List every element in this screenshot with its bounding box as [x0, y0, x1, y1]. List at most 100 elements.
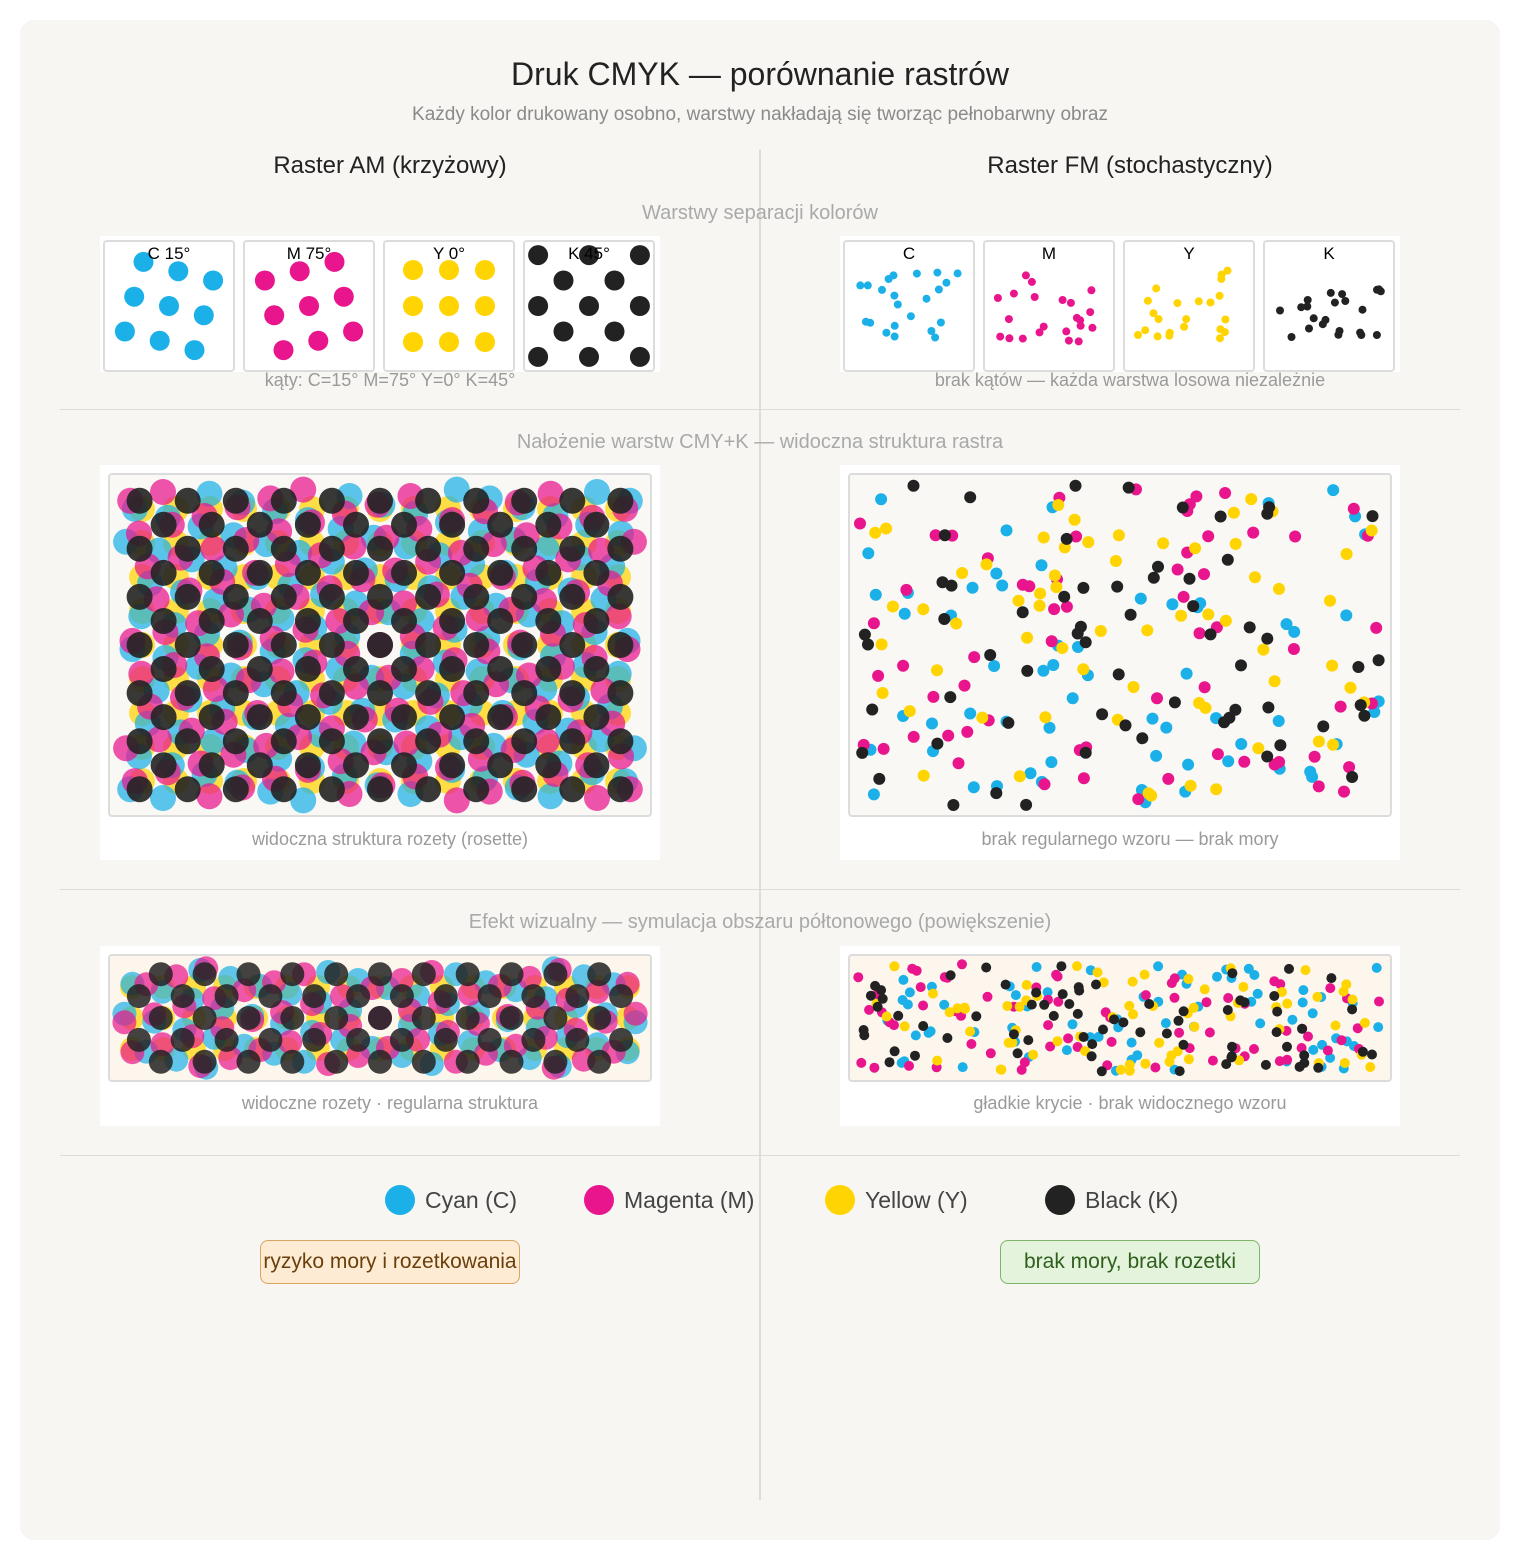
- black-overlay-dot: [126, 583, 153, 610]
- fm-overlay-panel: [840, 465, 1400, 860]
- black-overlay-dot: [318, 487, 345, 514]
- black-overlay-dot: [535, 511, 562, 538]
- black-overlay-dot: [1187, 600, 1200, 613]
- yellow-overlay-dot: [875, 638, 888, 651]
- magenta-overlay-dot: [1308, 750, 1321, 763]
- black-overlay-dot: [607, 583, 634, 610]
- magenta-overlay-dot: [897, 659, 910, 672]
- am-visual-caption: widoczne rozety · regularna struktura: [241, 1093, 539, 1113]
- black-visual-dot: [1367, 1049, 1377, 1060]
- black-overlay-dot: [246, 752, 273, 779]
- magenta-visual-dot: [1207, 1055, 1218, 1066]
- black-visual-dot: [192, 1006, 217, 1030]
- black-overlay-dot: [367, 680, 393, 707]
- magenta-overlay-dot: [531, 588, 558, 614]
- magenta-visual-dot: [150, 1032, 175, 1057]
- yellow-overlay-dot: [1094, 625, 1107, 637]
- black-overlay-dot: [270, 632, 297, 658]
- cyan-am-dot: [114, 321, 135, 342]
- yellow-fm-dot: [1153, 332, 1162, 341]
- black-visual-dot: [368, 962, 392, 987]
- am-layer-label: Y 0°: [432, 244, 465, 263]
- black-visual-dot: [170, 984, 195, 1009]
- magenta-overlay-dot: [1171, 563, 1184, 576]
- black-overlay-dot: [343, 511, 369, 538]
- black-overlay-dot: [439, 559, 466, 586]
- cyan-am-dot: [193, 305, 214, 326]
- cyan-overlay-dot: [1235, 738, 1248, 750]
- black-visual-dot: [870, 980, 881, 991]
- magenta-overlay-dot: [1347, 502, 1360, 515]
- magenta-fm-dot: [1009, 289, 1018, 298]
- yellow-fm-dot: [1206, 298, 1215, 307]
- fm-layer-cyan: C: [843, 240, 975, 372]
- black-visual-dot: [565, 1027, 590, 1052]
- black-overlay-dot: [1136, 732, 1149, 745]
- black-am-dot: [629, 346, 650, 367]
- black-overlay-dot: [415, 776, 442, 803]
- yellow-fm-dot: [1182, 315, 1191, 324]
- black-overlay-dot: [511, 776, 538, 803]
- yellow-fm-dot: [1165, 331, 1174, 340]
- magenta-overlay-dot: [867, 617, 880, 630]
- yellow-overlay-dot: [1252, 742, 1265, 755]
- black-visual-dot: [521, 1027, 546, 1052]
- black-overlay-dot: [559, 583, 586, 610]
- black-visual-dot: [1178, 1006, 1189, 1017]
- black-overlay-dot: [1119, 719, 1132, 732]
- black-overlay-dot: [1366, 510, 1379, 523]
- black-overlay-dot: [415, 583, 442, 610]
- magenta-visual-dot: [1072, 1042, 1083, 1052]
- black-overlay-dot: [931, 737, 944, 750]
- yellow-visual-dot: [1003, 1037, 1014, 1048]
- cyan-overlay-dot: [996, 579, 1009, 592]
- magenta-visual-dot: [457, 981, 482, 1006]
- yellow-visual-dot: [1312, 991, 1323, 1002]
- black-visual-dot: [346, 984, 371, 1009]
- black-overlay-dot: [439, 752, 466, 779]
- cyan-fm-dot: [934, 285, 943, 294]
- magenta-overlay-dot: [605, 603, 632, 630]
- black-visual-dot: [945, 970, 956, 981]
- black-visual-dot: [148, 962, 173, 987]
- magenta-overlay-dot: [1038, 778, 1051, 791]
- black-visual-dot: [1135, 1027, 1146, 1038]
- black-overlay-dot: [367, 632, 393, 658]
- black-visual-dot: [1271, 1027, 1282, 1038]
- cyan-visual-dot: [1373, 1022, 1384, 1033]
- yellow-overlay-dot: [1327, 738, 1339, 751]
- black-overlay-dot: [947, 799, 960, 811]
- black-overlay-dot: [583, 752, 610, 779]
- magenta-visual-dot: [957, 959, 967, 970]
- black-overlay-dot: [222, 680, 249, 707]
- black-overlay-dot: [294, 559, 321, 586]
- black-overlay-dot: [1016, 606, 1029, 619]
- black-visual-dot: [877, 993, 888, 1004]
- black-overlay-dot: [511, 680, 538, 707]
- cyan-visual-dot: [1067, 1019, 1078, 1030]
- yellow-overlay-dot: [931, 664, 943, 677]
- magenta-visual-dot: [856, 1057, 867, 1068]
- black-overlay-dot: [367, 535, 393, 562]
- yellow-visual-dot: [1199, 984, 1210, 995]
- magenta-am-dot: [324, 251, 345, 272]
- magenta-overlay-dot: [1060, 600, 1073, 613]
- magenta-overlay-dot: [200, 535, 227, 562]
- cyan-fm-dot: [878, 285, 886, 294]
- black-overlay-dot: [222, 776, 249, 803]
- yellow-visual-dot: [1347, 994, 1358, 1005]
- cyan-visual-dot: [1249, 970, 1260, 980]
- black-fm-dot: [1309, 314, 1318, 323]
- fm-benefit-badge: brak mory, brak rozetki: [1000, 1240, 1260, 1284]
- magenta-fm-dot: [993, 294, 1002, 302]
- yellow-overlay-dot: [1344, 681, 1357, 694]
- cyan-fm-dot: [953, 269, 962, 278]
- black-visual-dot: [884, 1057, 895, 1068]
- yellow-fm-dot: [1180, 322, 1189, 331]
- black-am-dot: [579, 346, 599, 367]
- section-divider-2: [60, 889, 1460, 890]
- black-visual-dot: [499, 962, 524, 987]
- black-visual-dot: [148, 1006, 173, 1030]
- yellow-overlay-dot: [1210, 783, 1223, 796]
- black-overlay-dot: [1352, 661, 1365, 673]
